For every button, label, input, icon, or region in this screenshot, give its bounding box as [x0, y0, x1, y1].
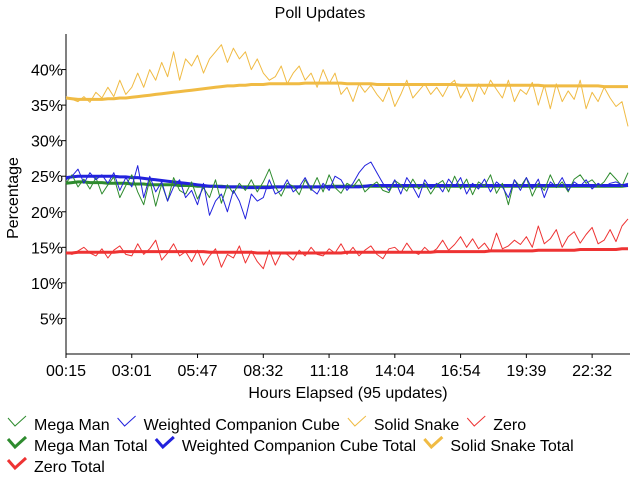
- legend-swatch-solid-snake: [347, 415, 367, 427]
- x-tick-label: 16:54: [441, 363, 481, 380]
- legend-swatch-mega-man-total: [6, 435, 28, 450]
- series-line-solid-snake-total: [65, 81, 628, 101]
- legend-label-zero-total: Zero Total: [34, 459, 105, 476]
- series-line-mega-man: [65, 168, 629, 207]
- x-tick-label: 22:32: [572, 363, 612, 380]
- x-tick-label: 08:32: [243, 363, 283, 380]
- y-tick-label: 40%: [31, 63, 63, 80]
- x-tick-label: 19:39: [506, 363, 546, 380]
- series-line-zero-total: [66, 247, 628, 255]
- y-tick-label: 25%: [31, 169, 63, 186]
- y-axis-label: Percentage: [5, 157, 22, 239]
- legend-swatch-weighted-companion-cube: [117, 415, 136, 427]
- legend-swatch-zero: [466, 415, 486, 427]
- legend-label-solid-snake: Solid Snake: [374, 417, 459, 434]
- x-axis-ticks: 00:15 03:01 05:47 08:32 11:18 14:04 16:54 19:39…: [46, 354, 612, 380]
- x-tick-label: 05:47: [178, 363, 218, 380]
- x-tick-label: 14:04: [375, 363, 415, 380]
- legend-label-mega-man: Mega Man: [34, 417, 110, 434]
- legend-label-weighted-companion-cube-total: Weighted Companion Cube Total: [182, 438, 416, 455]
- y-tick-label: 15%: [31, 240, 63, 257]
- chart-title: Poll Updates: [275, 5, 366, 22]
- legend-label-mega-man-total: Mega Man Total: [34, 438, 148, 455]
- y-axis-ticks: 5% 10% 15% 20% 25% 30% 35% 40%: [31, 63, 66, 328]
- legend-label-weighted-companion-cube: Weighted Companion Cube: [144, 417, 340, 434]
- legend-swatch-zero-total: [6, 456, 28, 471]
- y-tick-label: 30%: [31, 134, 63, 151]
- y-tick-label: 20%: [31, 205, 63, 222]
- x-tick-label: 11:18: [310, 363, 349, 380]
- x-axis-label: Hours Elapsed (95 updates): [248, 385, 447, 402]
- series-line-weighted-companion-cube: [65, 161, 629, 220]
- y-tick-label: 5%: [40, 311, 63, 328]
- y-tick-label: 35%: [31, 98, 63, 115]
- x-tick-label: 00:15: [46, 363, 86, 380]
- legend: Mega Man Weighted Companion Cube Solid Sna…: [6, 415, 574, 476]
- series-layer: [65, 44, 629, 270]
- y-tick-label: 10%: [31, 276, 63, 293]
- series-line-zero: [65, 218, 629, 270]
- legend-swatch-weighted-companion-cube-total: [154, 435, 175, 450]
- plot-area: 5%10%15%20%25%30%35%40% 00:15 03:01 05:47 0…: [31, 34, 630, 380]
- legend-swatch-mega-man: [7, 415, 27, 427]
- legend-label-zero: Zero: [493, 417, 526, 434]
- series-line-solid-snake: [65, 44, 629, 127]
- legend-swatch-solid-snake-total: [423, 435, 444, 450]
- x-tick-label: 03:01: [112, 363, 152, 380]
- legend-label-solid-snake-total: Solid Snake Total: [450, 438, 573, 455]
